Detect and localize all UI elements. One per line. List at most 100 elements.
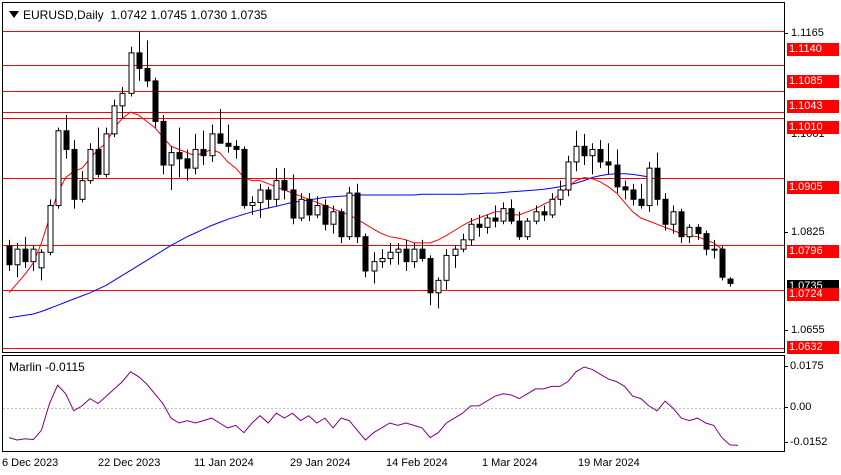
level-label-8: 1.0632 <box>787 341 839 354</box>
candle-body <box>443 254 450 281</box>
level-label-2: 1.1085 <box>787 75 839 88</box>
candle-body <box>14 248 21 266</box>
candle-body <box>87 148 94 182</box>
candle-body <box>452 248 459 256</box>
candle-body <box>557 189 564 200</box>
candle-body <box>119 92 126 107</box>
candle-body <box>541 211 548 216</box>
candle-body <box>630 189 637 200</box>
dropdown-triangle-icon[interactable] <box>9 11 19 18</box>
candle-body <box>63 130 70 150</box>
price-axis: 1.1165 1.0825 1.0655 1.1001 1.1140 1.108… <box>784 2 841 354</box>
ohlc-values: 1.0742 1.0745 1.0730 1.0735 <box>110 8 268 22</box>
candle-body <box>209 133 216 157</box>
candle-body <box>136 52 143 69</box>
candle-body <box>111 105 118 135</box>
candle-body <box>605 161 612 166</box>
candle-body <box>662 198 669 225</box>
indicator-tick-label: -0.0152 <box>790 436 828 448</box>
candle-body <box>379 258 386 263</box>
candle-body <box>703 233 710 250</box>
candle-body <box>233 145 240 150</box>
indicator-tick-label: 0.0175 <box>790 360 824 372</box>
candle-body <box>322 205 329 225</box>
time-label: 14 Feb 2024 <box>386 457 448 469</box>
candle-body <box>695 226 702 235</box>
candle-body <box>719 248 726 278</box>
candle-body <box>411 248 418 263</box>
candle-body <box>22 248 29 263</box>
candle-body <box>265 189 272 200</box>
level-label-3: 1.1043 <box>787 100 839 113</box>
candle-body <box>638 198 645 207</box>
candle-body <box>727 278 734 284</box>
candle-body <box>654 167 661 200</box>
candle-body <box>200 148 207 157</box>
chart-title: EURUSD,Daily 1.0742 1.0745 1.0730 1.0735 <box>9 8 267 22</box>
candle-body <box>468 223 475 241</box>
ma-fast-line <box>8 111 723 294</box>
candle-body <box>168 152 175 166</box>
indicator-title: Marlin -0.0115 <box>9 360 85 374</box>
time-axis: 6 Dec 2023 22 Dec 2023 11 Jan 2024 29 Ja… <box>0 451 784 475</box>
candle-body <box>176 152 183 160</box>
candle-body <box>225 142 232 147</box>
price-tick-label: 1.0655 <box>791 324 825 336</box>
price-tick-mark <box>784 232 788 233</box>
candle-body <box>71 148 78 200</box>
candle-body <box>362 236 369 272</box>
candle-body <box>500 208 507 222</box>
candle-body <box>192 148 199 169</box>
candle-body <box>549 198 556 216</box>
candle-body <box>30 248 37 263</box>
indicator-svg <box>3 366 784 446</box>
candle-body <box>55 130 62 207</box>
candle-body <box>273 180 280 200</box>
candle-body <box>508 208 515 222</box>
indicator-panel[interactable]: Marlin -0.0115 <box>2 355 785 452</box>
candle-body <box>589 148 596 157</box>
candle-body <box>338 211 345 238</box>
candle-body <box>184 158 191 169</box>
indicator-tick-mark <box>784 407 788 408</box>
candle-body <box>678 211 685 238</box>
candle-body <box>257 189 264 203</box>
candle-body <box>581 145 588 157</box>
candle-body <box>614 164 621 188</box>
level-label-6: 1.0796 <box>787 245 839 258</box>
candle-body <box>533 211 540 222</box>
candle-body <box>346 192 353 238</box>
candle-body <box>128 52 135 94</box>
candle-body <box>160 120 167 166</box>
candle-body <box>403 248 410 263</box>
time-label: 6 Dec 2023 <box>2 457 59 469</box>
candle-body <box>217 133 224 144</box>
candle-body <box>686 226 693 238</box>
level-label-5: 1.0905 <box>787 181 839 194</box>
time-label: 29 Jan 2024 <box>290 457 351 469</box>
candle-body <box>330 211 337 225</box>
candle-body <box>249 201 256 207</box>
candle-body <box>670 211 677 225</box>
price-chart-panel[interactable]: EURUSD,Daily 1.0742 1.0745 1.0730 1.0735 <box>2 2 785 353</box>
time-label: 1 Mar 2024 <box>482 457 538 469</box>
indicator-tick-mark <box>784 366 788 367</box>
candle-body <box>427 258 434 294</box>
candle-body <box>144 67 151 82</box>
candle-body <box>387 251 394 260</box>
time-label: 11 Jan 2024 <box>194 457 254 469</box>
candle-body <box>711 248 718 251</box>
level-label-1: 1.1140 <box>787 43 839 56</box>
candle-body <box>314 205 321 216</box>
candle-body <box>95 148 102 175</box>
candle-body <box>103 133 110 175</box>
price-tick-mark <box>784 33 788 34</box>
price-tick-label: 1.0825 <box>791 226 825 238</box>
candle-body <box>395 248 402 253</box>
candle-body <box>38 251 45 269</box>
candle-body <box>6 245 13 266</box>
candle-body <box>573 145 580 163</box>
candle-body <box>354 192 361 238</box>
oscillator-line <box>8 366 739 446</box>
candle-body <box>306 198 313 216</box>
